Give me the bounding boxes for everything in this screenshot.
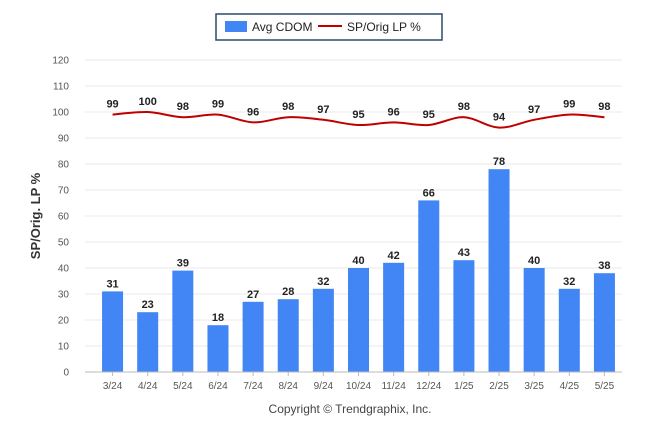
sp-orig-lp-line — [112, 110, 605, 129]
y-tick-label: 110 — [53, 82, 69, 93]
bar-value-label: 39 — [177, 258, 189, 270]
line-value-label: 96 — [388, 106, 400, 118]
bar — [312, 288, 334, 372]
y-axis-ticks: 0 10 20 30 40 50 60 70 80 90 100 110 120 — [52, 56, 69, 379]
x-tick-label: 9/24 — [314, 381, 334, 392]
x-tick-label: 12/24 — [416, 381, 441, 392]
line-value-label: 98 — [282, 101, 294, 113]
legend-line-label: SP/Orig LP % — [347, 20, 421, 34]
y-tick-label: 100 — [52, 108, 69, 119]
bar-value-label: 27 — [247, 289, 259, 301]
bar — [207, 325, 229, 372]
y-tick-label: 60 — [58, 212, 70, 223]
x-tick-label: 4/24 — [138, 381, 158, 392]
bar — [523, 268, 545, 372]
y-tick-label: 30 — [58, 290, 70, 301]
y-tick-label: 70 — [58, 186, 70, 197]
x-tick-label: 5/24 — [173, 381, 193, 392]
bar — [137, 312, 159, 372]
bar-value-label: 78 — [493, 156, 505, 168]
bar — [102, 291, 124, 372]
bar — [558, 288, 580, 372]
y-tick-label: 0 — [63, 368, 69, 379]
x-tick-label: 6/24 — [208, 381, 228, 392]
y-tick-label: 80 — [58, 160, 70, 171]
line-data-labels: 99 100 98 99 96 98 97 95 96 95 98 94 97 99 98 — [106, 96, 610, 124]
bar — [418, 200, 440, 372]
line-value-label: 97 — [317, 104, 329, 116]
bar-value-label: 42 — [388, 250, 400, 262]
line-value-label: 98 — [177, 101, 189, 113]
x-tick-label: 7/24 — [243, 381, 263, 392]
x-tick-label: 10/24 — [346, 381, 371, 392]
legend-bar-label: Avg CDOM — [252, 20, 312, 34]
x-tick-label: 4/25 — [560, 381, 580, 392]
line-value-label: 94 — [493, 112, 506, 124]
line-value-label: 98 — [458, 101, 470, 113]
x-tick-label: 8/24 — [278, 381, 298, 392]
x-tick-label: 2/25 — [489, 381, 509, 392]
bar — [383, 262, 405, 372]
x-tick-label: 5/25 — [595, 381, 615, 392]
legend-bar-swatch — [225, 21, 247, 32]
line-value-label: 99 — [106, 99, 118, 111]
bar-value-label: 32 — [317, 276, 329, 288]
bar-value-label: 40 — [528, 255, 540, 267]
bar-value-label: 32 — [563, 276, 575, 288]
legend: Avg CDOM SP/Orig LP % — [215, 13, 443, 41]
y-axis-label: SP/Orig. LP % — [28, 172, 43, 259]
line-value-label: 98 — [598, 101, 610, 113]
y-tick-label: 40 — [58, 264, 70, 275]
y-tick-label: 50 — [58, 238, 70, 249]
bar-value-label: 66 — [423, 187, 435, 199]
line-value-label: 99 — [212, 99, 224, 111]
bar — [453, 260, 475, 372]
bar — [277, 299, 299, 372]
line-value-label: 96 — [247, 106, 259, 118]
line-value-label: 95 — [423, 109, 435, 121]
line-value-label: 95 — [352, 109, 364, 121]
bar — [172, 270, 194, 372]
x-tick-label: 11/24 — [381, 381, 406, 392]
line-value-label: 100 — [139, 96, 157, 108]
bar-value-label: 31 — [106, 278, 118, 290]
y-tick-label: 120 — [52, 56, 69, 67]
line-value-label: 99 — [563, 99, 575, 111]
x-tick-label: 3/25 — [524, 381, 544, 392]
line-value-label: 97 — [528, 104, 540, 116]
bar — [488, 169, 510, 372]
y-tick-label: 20 — [58, 316, 70, 327]
bar — [593, 273, 615, 372]
y-tick-label: 10 — [58, 342, 70, 353]
x-tick-label: 3/24 — [103, 381, 123, 392]
bar-value-label: 18 — [212, 312, 224, 324]
bar-value-label: 38 — [598, 260, 610, 272]
copyright-text: Copyright © Trendgraphix, Inc. — [269, 402, 432, 416]
bar-value-label: 40 — [352, 255, 364, 267]
y-tick-label: 90 — [58, 134, 70, 145]
bar-value-label: 28 — [282, 286, 294, 298]
bar — [242, 301, 264, 372]
x-axis-ticks: 3/24 4/24 5/24 6/24 7/24 8/24 9/24 10/24 11/24 12… — [103, 372, 615, 392]
bar-data-labels: 31 23 39 18 27 28 32 40 42 66 43 78 40 32 38 — [106, 156, 610, 324]
bar-value-label: 43 — [458, 247, 470, 259]
bar — [348, 268, 369, 372]
bar-value-label: 23 — [142, 299, 154, 311]
bars — [102, 169, 615, 372]
x-tick-label: 1/25 — [454, 381, 474, 392]
